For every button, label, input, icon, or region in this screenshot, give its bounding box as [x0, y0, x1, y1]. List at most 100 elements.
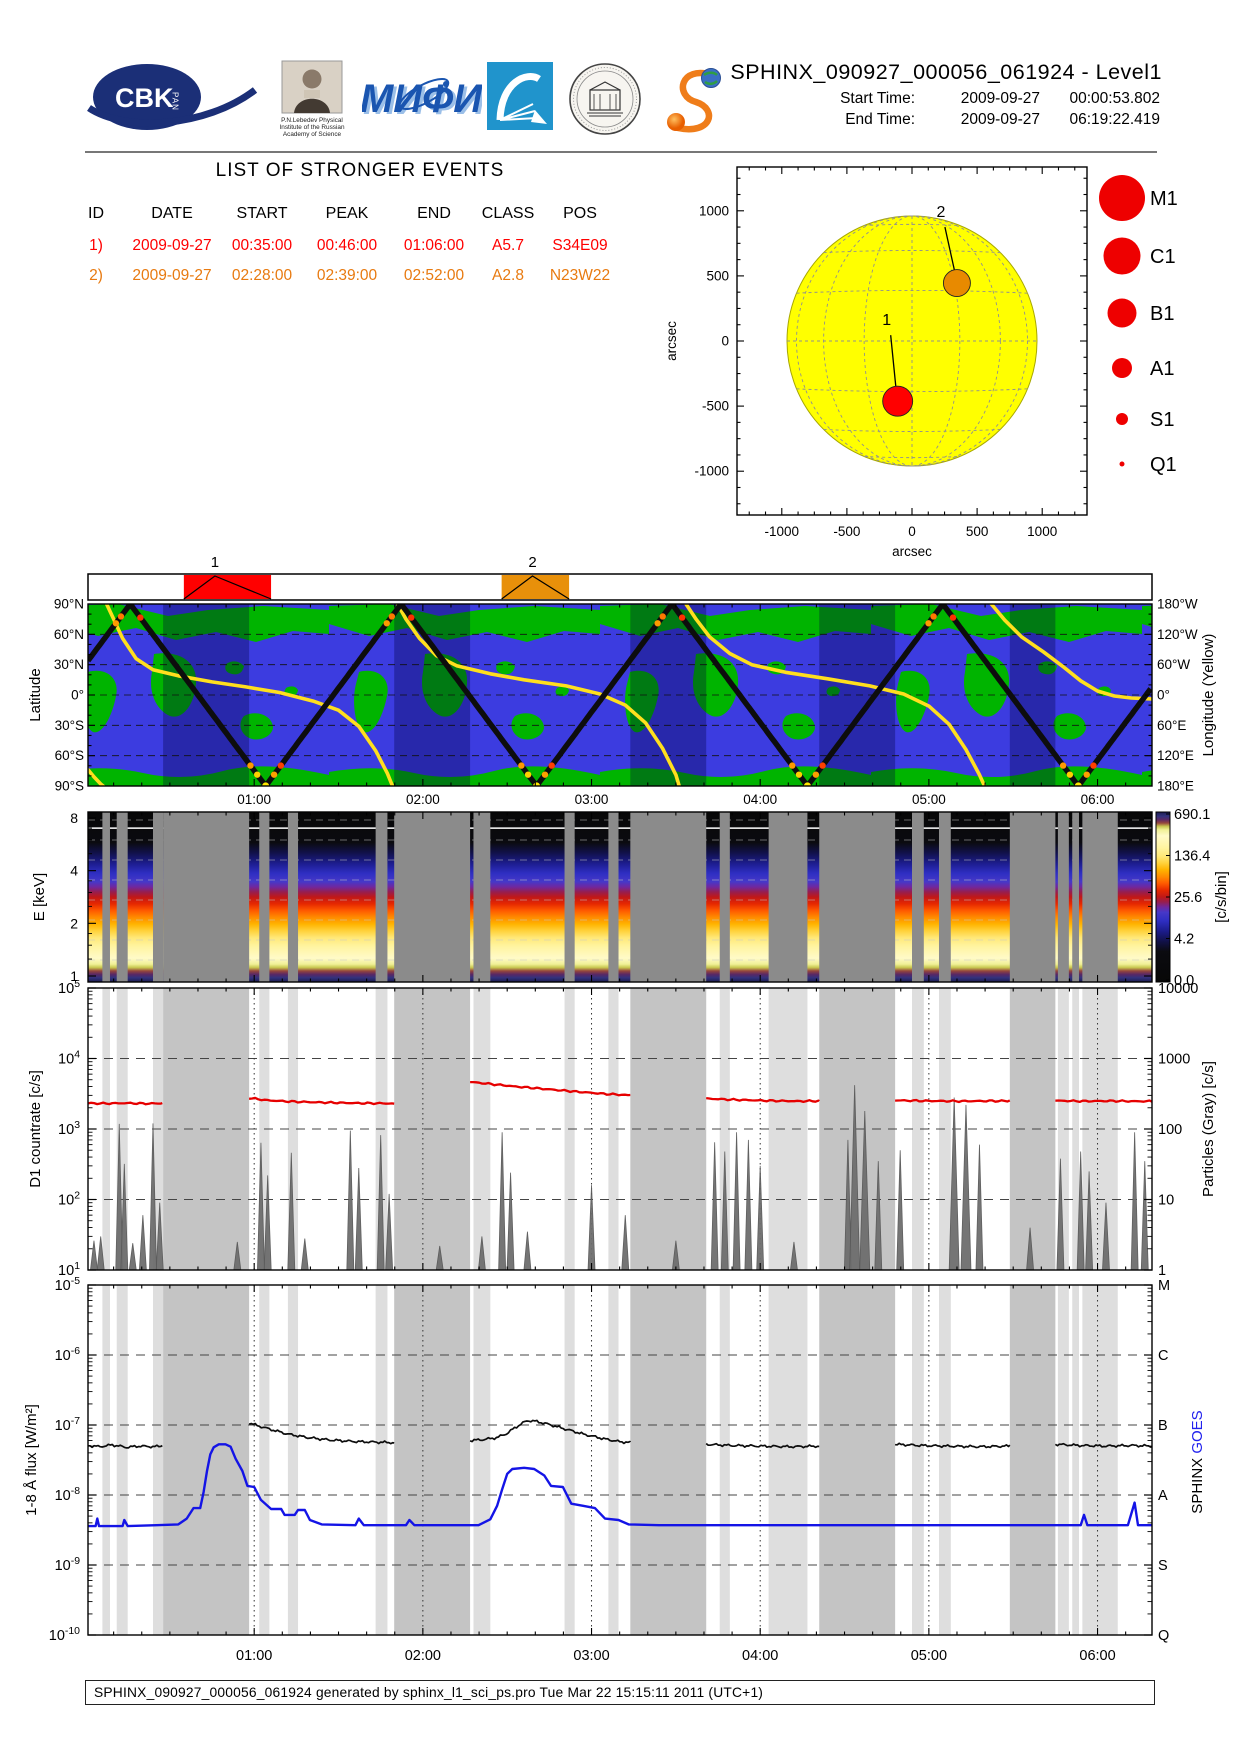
map-lat-tick: 90°S [55, 779, 84, 794]
events-col-header-start: START [236, 205, 288, 222]
end-time-value: 06:19:22.419 [1069, 111, 1160, 128]
sun-ylabel: arcsec [664, 321, 679, 361]
events-col-header-class: CLASS [481, 205, 535, 222]
d1-ylabel-right: Particles (Gray) [c/s] [1200, 1061, 1217, 1197]
sun-ytick: 0 [721, 334, 729, 349]
legend-label-Q1: Q1 [1150, 454, 1177, 476]
colorbar-tick: 136.4 [1174, 849, 1210, 865]
map-time-tick: 01:00 [237, 792, 271, 807]
lebedev-caption-3: Academy of Science [283, 131, 342, 138]
flux-ytick: 10-9 [55, 1556, 81, 1574]
event-row-2-cell-1: 2009-09-27 [132, 267, 212, 284]
end-time-label: End Time: [845, 111, 915, 128]
map-time-tick: 02:00 [406, 792, 440, 807]
events-list-title: LIST OF STRONGER EVENTS [215, 160, 505, 181]
legend-circle-B1 [1107, 298, 1137, 328]
colorbar-tick: 690.1 [1174, 807, 1210, 823]
legend-label-C1: C1 [1150, 246, 1176, 268]
page-title: SPHINX_090927_000056_061924 - Level1 [730, 60, 1162, 84]
d1-ytick: 102 [58, 1191, 80, 1209]
flux-time-tick: 06:00 [1079, 1648, 1115, 1664]
event-interval-2 [501, 575, 570, 599]
map-lat-tick: 30°S [55, 718, 84, 733]
map-lat-tick: 0° [71, 688, 84, 703]
end-date-value: 2009-09-27 [960, 111, 1040, 128]
flux-class-letter-M: M [1158, 1278, 1170, 1294]
spec-ytick: 8 [70, 810, 78, 826]
flux-ytick: 10-7 [55, 1416, 81, 1434]
legend-label-A1: A1 [1150, 358, 1174, 380]
events-col-header-pos: POS [563, 205, 597, 222]
spectrogram-colorbar: 690.1 136.4 25.6 4.2 0.0 [c/s/bin] [1155, 807, 1230, 989]
spec-ytick: 2 [70, 915, 78, 931]
map-lat-tick: 30°N [54, 657, 84, 672]
event-row-1-cell-3: 00:46:00 [316, 237, 378, 254]
legend-circle-M1 [1099, 175, 1145, 221]
map-ylabel: Latitude [27, 668, 44, 721]
map-lon-tick: 120°W [1157, 627, 1198, 642]
flux-ytick: 10-6 [55, 1346, 81, 1364]
legend-label-S1: S1 [1150, 409, 1174, 431]
flare-label-1: 1 [882, 312, 891, 329]
map-ylabel-right: Longitude (Yellow) [1200, 634, 1217, 757]
sun-ytick: -1000 [694, 464, 729, 479]
d1-ytick: 105 [58, 979, 80, 997]
map-lat-tick: 90°N [54, 597, 84, 612]
event-row-2-cell-3: 02:39:00 [316, 267, 378, 284]
flux-time-tick: 01:00 [236, 1648, 272, 1664]
sun-xtick: 1000 [1027, 524, 1057, 539]
sun-xtick: -500 [833, 524, 860, 539]
header-separator [85, 151, 1157, 153]
flux-ytick: 10-5 [55, 1276, 81, 1294]
map-lat-tick: 60°N [54, 627, 84, 642]
colorbar-tick: 25.6 [1174, 890, 1202, 906]
mephi-echo: МИФИ [363, 79, 482, 123]
lebedev-caption-1: P.N.Lebedev Physical [281, 117, 343, 124]
lebedev-institute-logo: P.N.Lebedev Physical Institute of the Ru… [279, 60, 345, 138]
map-lon-tick: 60°W [1157, 657, 1190, 672]
event-row-2-cell-6: N23W22 [549, 267, 611, 284]
d1-ytick: 101 [58, 1261, 80, 1279]
event-row-2-cell-2: 02:28:00 [231, 267, 293, 284]
end-time-row: End Time: 2009-09-27 06:19:22.419 [805, 111, 1160, 129]
sun-xlabel: arcsec [892, 544, 932, 559]
events-col-header-peak: PEAK [325, 205, 369, 222]
src-arch-logo [487, 62, 553, 130]
map-time-tick: 05:00 [912, 792, 946, 807]
flare-class-legend: M1 C1 B1 A1 S1 Q1 [1099, 175, 1178, 476]
legend-label-B1: B1 [1150, 303, 1174, 325]
flux-time-tick: 02:00 [405, 1648, 441, 1664]
event-row-2-cell-4: 02:52:00 [403, 267, 465, 284]
event-row-1-cell-1: 2009-09-27 [132, 237, 212, 254]
sun-ytick: 1000 [699, 203, 729, 218]
sphinx-logo [667, 68, 721, 133]
event-interval-1 [183, 575, 272, 599]
d1-ytick: 103 [58, 1120, 80, 1138]
flux-panel: 10-5 10-6 10-7 10-8 10-9 10-10 M C B A S Q 1-8 Å flu… [23, 1276, 1206, 1664]
spec-ylabel: E [keV] [31, 873, 48, 921]
flux-ylabel-right: SPHINX GOES [1189, 1410, 1206, 1513]
sun-position-plot: 12-1000 -500 0 500 1000-1000-50005001000arcs… [664, 166, 1178, 559]
map-lon-tick: 60°E [1157, 718, 1186, 733]
flare-markers: 12 [882, 204, 971, 417]
start-time-value: 00:00:53.802 [1069, 90, 1160, 107]
events-col-header-id: ID [88, 205, 104, 222]
flux-time-tick: 05:00 [911, 1648, 947, 1664]
sun-ytick: 500 [706, 268, 729, 283]
map-lat-tick: 60°S [55, 748, 84, 763]
flux-ytick: 10-10 [49, 1626, 80, 1644]
d1-ytick: 104 [58, 1050, 80, 1068]
map-lon-tick: 180°E [1157, 779, 1194, 794]
legend-circle-Q1 [1119, 461, 1125, 467]
pan-text: PAN [171, 92, 180, 111]
energy-spectrogram: 8 4 2 1 E [keV] 690.1 136.4 25.6 4.2 0.0 [c/s/bin] [31, 807, 1230, 989]
d1-ytick-right: 10000 [1158, 981, 1198, 997]
map-time-tick: 06:00 [1081, 792, 1115, 807]
colorbar-unit: [c/s/bin] [1213, 871, 1230, 923]
flux-class-letter-C: C [1158, 1348, 1168, 1364]
start-date-value: 2009-09-27 [960, 90, 1040, 107]
